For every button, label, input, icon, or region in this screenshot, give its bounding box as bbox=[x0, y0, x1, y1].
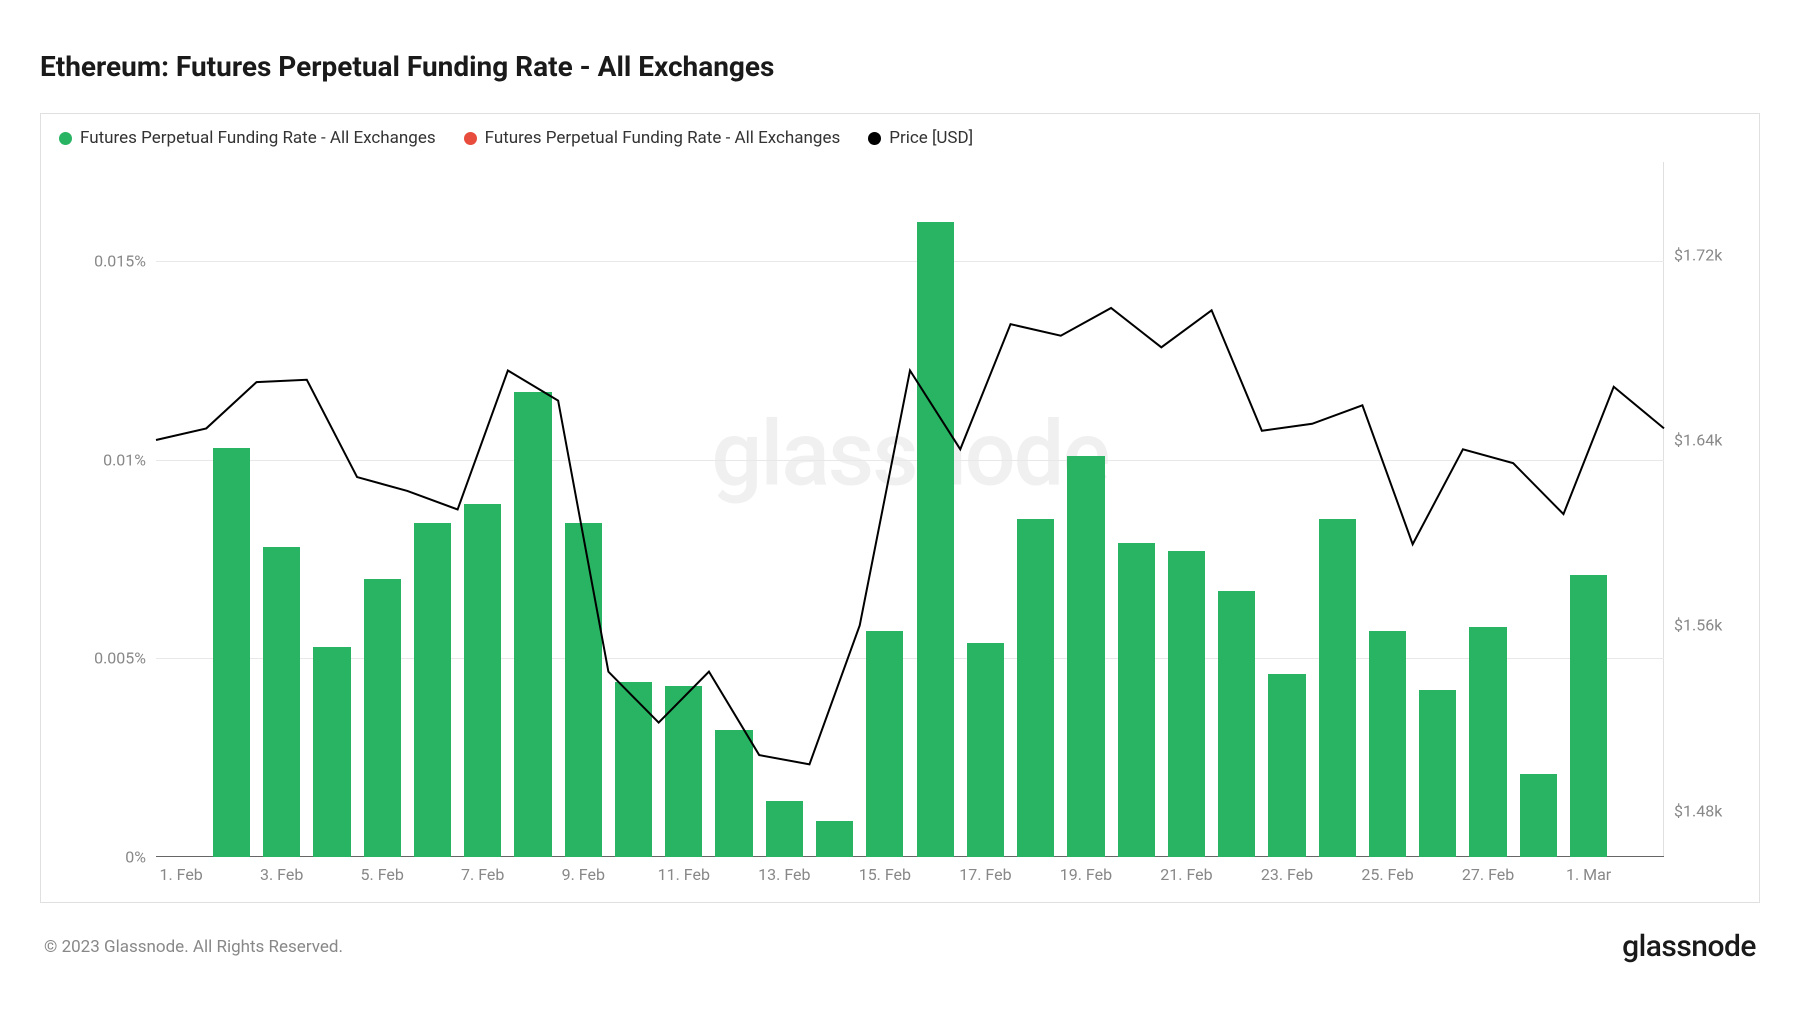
x-tick-label: 21. Feb bbox=[1160, 865, 1212, 884]
legend-item: Futures Perpetual Funding Rate - All Exc… bbox=[59, 128, 436, 148]
page-title: Ethereum: Futures Perpetual Funding Rate… bbox=[40, 50, 1760, 83]
y-right-tick-label: $1.72k bbox=[1674, 245, 1722, 264]
x-tick-label: 15. Feb bbox=[859, 865, 911, 884]
legend-marker bbox=[59, 132, 72, 145]
plot-area: glassnode 0%0.005%0.01%0.015%$1.48k$1.56… bbox=[156, 162, 1664, 857]
chart-container: Futures Perpetual Funding Rate - All Exc… bbox=[40, 113, 1760, 903]
y-left-tick-label: 0.01% bbox=[103, 450, 146, 469]
legend-label: Price [USD] bbox=[889, 128, 973, 148]
footer: © 2023 Glassnode. All Rights Reserved. g… bbox=[40, 929, 1760, 964]
x-tick-label: 13. Feb bbox=[758, 865, 810, 884]
x-tick-label: 9. Feb bbox=[562, 865, 605, 884]
x-tick-label: 1. Mar bbox=[1566, 865, 1611, 884]
x-tick-label: 23. Feb bbox=[1261, 865, 1313, 884]
legend-label: Futures Perpetual Funding Rate - All Exc… bbox=[80, 128, 436, 148]
legend-marker bbox=[464, 132, 477, 145]
y-left-tick-label: 0.005% bbox=[94, 649, 146, 668]
x-tick-label: 1. Feb bbox=[159, 865, 202, 884]
price-line bbox=[156, 308, 1664, 764]
y-left-tick-label: 0.015% bbox=[94, 252, 146, 271]
legend-item: Futures Perpetual Funding Rate - All Exc… bbox=[464, 128, 841, 148]
legend-item: Price [USD] bbox=[868, 128, 973, 148]
y-right-tick-label: $1.56k bbox=[1674, 616, 1722, 635]
legend-marker bbox=[868, 132, 881, 145]
x-tick-label: 11. Feb bbox=[658, 865, 710, 884]
legend: Futures Perpetual Funding Rate - All Exc… bbox=[41, 114, 1759, 162]
y-right-tick-label: $1.64k bbox=[1674, 431, 1722, 450]
x-tick-label: 25. Feb bbox=[1361, 865, 1413, 884]
x-tick-label: 7. Feb bbox=[461, 865, 504, 884]
legend-label: Futures Perpetual Funding Rate - All Exc… bbox=[485, 128, 841, 148]
copyright-text: © 2023 Glassnode. All Rights Reserved. bbox=[44, 937, 343, 957]
x-tick-label: 17. Feb bbox=[959, 865, 1011, 884]
brand-logo: glassnode bbox=[1622, 929, 1756, 964]
x-tick-label: 19. Feb bbox=[1060, 865, 1112, 884]
price-line-svg bbox=[156, 162, 1664, 857]
x-tick-label: 5. Feb bbox=[361, 865, 404, 884]
y-left-tick-label: 0% bbox=[125, 848, 146, 867]
x-tick-label: 27. Feb bbox=[1462, 865, 1514, 884]
y-right-tick-label: $1.48k bbox=[1674, 801, 1722, 820]
x-tick-label: 3. Feb bbox=[260, 865, 303, 884]
